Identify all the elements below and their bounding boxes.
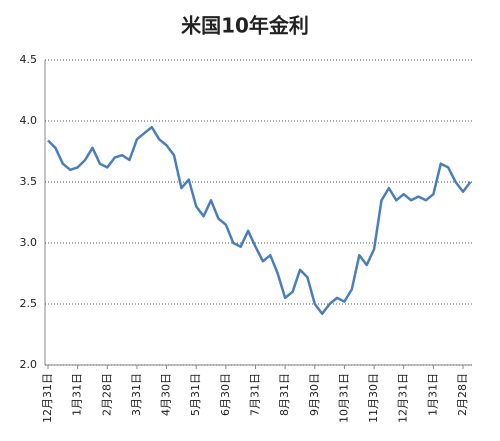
x-tick-label: 4月30日 xyxy=(160,373,173,416)
x-tick-label: 7月31日 xyxy=(249,373,262,416)
x-tick-label: 5月31日 xyxy=(189,373,202,416)
x-tick-label: 9月30日 xyxy=(308,373,321,416)
x-tick-label: 2月28日 xyxy=(100,373,113,416)
data-line xyxy=(47,125,472,316)
x-tick-label: 1月31日 xyxy=(71,373,84,416)
y-tick-label: 3.5 xyxy=(20,175,38,188)
y-tick-label: 2.0 xyxy=(20,358,38,371)
x-tick-label: 11月30日 xyxy=(367,373,380,423)
y-tick-label: 3.0 xyxy=(20,236,38,249)
y-tick-label: 4.5 xyxy=(20,53,38,66)
y-tick-label: 4.0 xyxy=(20,114,38,127)
chart-title: 米国10年金利 xyxy=(181,14,309,38)
x-tick-label: 12月31日 xyxy=(41,373,54,423)
x-tick-label: 12月31日 xyxy=(397,373,410,423)
x-tick-label: 10月31日 xyxy=(337,373,350,423)
y-tick-label: 2.5 xyxy=(20,297,38,310)
x-tick-label: 6月30日 xyxy=(219,373,232,416)
x-tick-label: 8月31日 xyxy=(278,373,291,416)
x-tick-label: 1月31日 xyxy=(426,373,439,416)
x-tick-label: 2月28日 xyxy=(456,373,469,416)
x-tick-label: 3月31日 xyxy=(130,373,143,416)
